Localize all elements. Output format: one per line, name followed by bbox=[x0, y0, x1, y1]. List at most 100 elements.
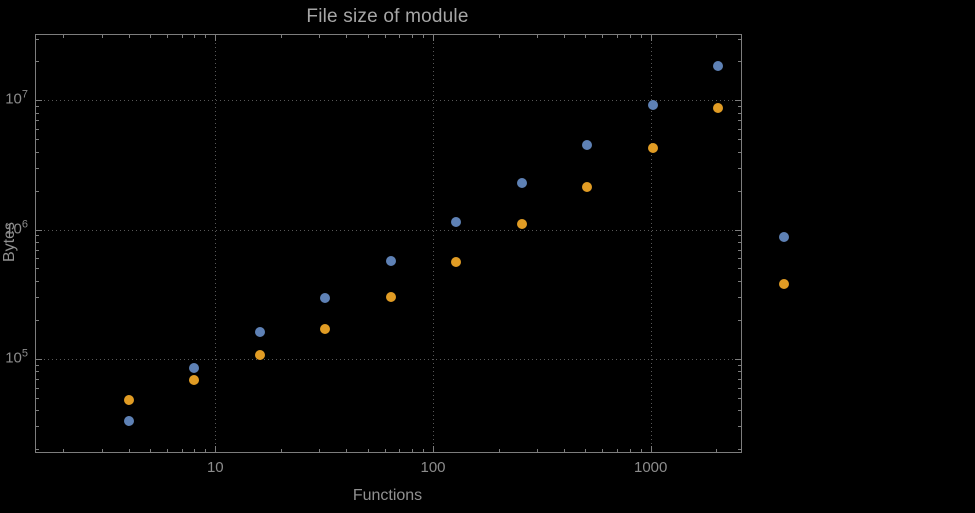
x-minor-tick bbox=[205, 449, 207, 452]
y-major-tick bbox=[36, 229, 42, 231]
x-minor-tick bbox=[411, 449, 413, 452]
x-minor-tick bbox=[205, 35, 207, 38]
x-minor-tick bbox=[629, 449, 631, 452]
x-minor-tick bbox=[564, 449, 566, 452]
x-minor-tick bbox=[629, 35, 631, 38]
y-minor-tick bbox=[36, 112, 39, 114]
y-gridline bbox=[36, 358, 741, 360]
y-minor-tick bbox=[738, 242, 741, 244]
data-point bbox=[582, 181, 593, 192]
y-minor-tick bbox=[36, 319, 39, 321]
data-point bbox=[385, 256, 396, 267]
y-minor-tick bbox=[738, 397, 741, 399]
data-point bbox=[582, 140, 593, 151]
y-minor-tick bbox=[36, 426, 39, 428]
plot-frame: 10 100 1000 105 106 107 bbox=[5, 34, 789, 476]
x-minor-tick bbox=[181, 449, 183, 452]
x-minor-tick bbox=[585, 449, 587, 452]
y-minor-tick bbox=[36, 281, 39, 282]
y-minor-tick bbox=[36, 106, 39, 108]
x-minor-tick bbox=[411, 35, 413, 38]
x-major-tick bbox=[215, 446, 217, 452]
y-minor-tick bbox=[36, 378, 39, 380]
y-minor-tick bbox=[738, 235, 741, 237]
y-minor-tick bbox=[36, 387, 39, 389]
y-minor-tick bbox=[738, 112, 741, 114]
y-minor-tick bbox=[738, 38, 741, 40]
y-minor-tick bbox=[36, 397, 39, 399]
x-minor-tick bbox=[128, 449, 130, 452]
y-minor-tick bbox=[738, 387, 741, 389]
data-point bbox=[320, 293, 331, 304]
y-minor-tick bbox=[738, 258, 741, 260]
x-gridline bbox=[433, 35, 434, 452]
chart-title: File size of module bbox=[306, 6, 469, 27]
y-minor-tick bbox=[36, 167, 39, 169]
y-minor-tick bbox=[36, 371, 39, 373]
y-major-tick bbox=[735, 100, 741, 102]
x-major-tick bbox=[433, 35, 434, 41]
data-point bbox=[189, 362, 200, 373]
y-major-tick bbox=[36, 100, 42, 102]
x-minor-tick bbox=[367, 35, 369, 38]
x-tick-label: 1000 bbox=[634, 459, 668, 476]
y-minor-tick bbox=[738, 268, 741, 270]
y-tick-label: 106 bbox=[5, 218, 28, 238]
y-minor-tick bbox=[738, 190, 741, 192]
data-point bbox=[123, 395, 134, 405]
x-minor-tick bbox=[346, 449, 348, 452]
data-point bbox=[320, 324, 331, 334]
y-major-tick bbox=[735, 229, 741, 231]
x-major-tick bbox=[215, 35, 217, 41]
data-point bbox=[254, 327, 265, 338]
y-minor-tick bbox=[36, 190, 39, 192]
data-point bbox=[451, 216, 462, 227]
y-gridline bbox=[36, 229, 741, 231]
x-major-tick bbox=[650, 446, 652, 452]
x-gridline bbox=[215, 35, 217, 452]
x-minor-tick bbox=[498, 449, 500, 452]
y-minor-tick bbox=[738, 371, 741, 373]
x-minor-tick bbox=[319, 449, 321, 452]
x-minor-tick bbox=[149, 449, 151, 452]
y-minor-tick bbox=[738, 106, 741, 108]
data-point bbox=[123, 416, 134, 426]
x-minor-tick bbox=[640, 449, 642, 452]
y-minor-tick bbox=[738, 410, 741, 412]
y-tick-label: 105 bbox=[5, 347, 28, 367]
y-minor-tick bbox=[738, 281, 741, 282]
x-tick-label: 100 bbox=[420, 459, 446, 476]
y-axis-label: Bytes bbox=[1, 222, 18, 263]
x-minor-tick bbox=[167, 449, 168, 452]
x-minor-tick bbox=[346, 35, 348, 38]
x-minor-tick bbox=[101, 449, 103, 452]
x-major-tick bbox=[650, 35, 652, 41]
x-minor-tick bbox=[149, 35, 151, 38]
y-minor-tick bbox=[36, 449, 39, 451]
data-point bbox=[779, 231, 789, 242]
y-minor-tick bbox=[36, 61, 39, 63]
x-minor-tick bbox=[280, 449, 282, 452]
x-minor-tick bbox=[167, 35, 168, 38]
x-minor-tick bbox=[602, 35, 604, 38]
data-point bbox=[516, 219, 527, 230]
y-major-tick bbox=[36, 358, 42, 360]
y-minor-tick bbox=[36, 268, 39, 270]
y-minor-tick bbox=[36, 235, 39, 237]
y-minor-tick bbox=[36, 139, 39, 141]
y-minor-tick bbox=[36, 364, 39, 366]
y-minor-tick bbox=[738, 249, 741, 251]
x-minor-tick bbox=[194, 449, 196, 452]
x-minor-tick bbox=[399, 449, 401, 452]
x-minor-tick bbox=[399, 35, 401, 38]
x-major-tick bbox=[433, 446, 434, 452]
x-minor-tick bbox=[101, 35, 103, 38]
y-minor-tick bbox=[36, 38, 39, 40]
y-minor-tick bbox=[36, 151, 39, 153]
y-minor-tick bbox=[36, 410, 39, 412]
x-minor-tick bbox=[716, 449, 718, 452]
x-minor-tick bbox=[602, 449, 604, 452]
data-point bbox=[779, 278, 789, 289]
data-point bbox=[385, 292, 396, 303]
